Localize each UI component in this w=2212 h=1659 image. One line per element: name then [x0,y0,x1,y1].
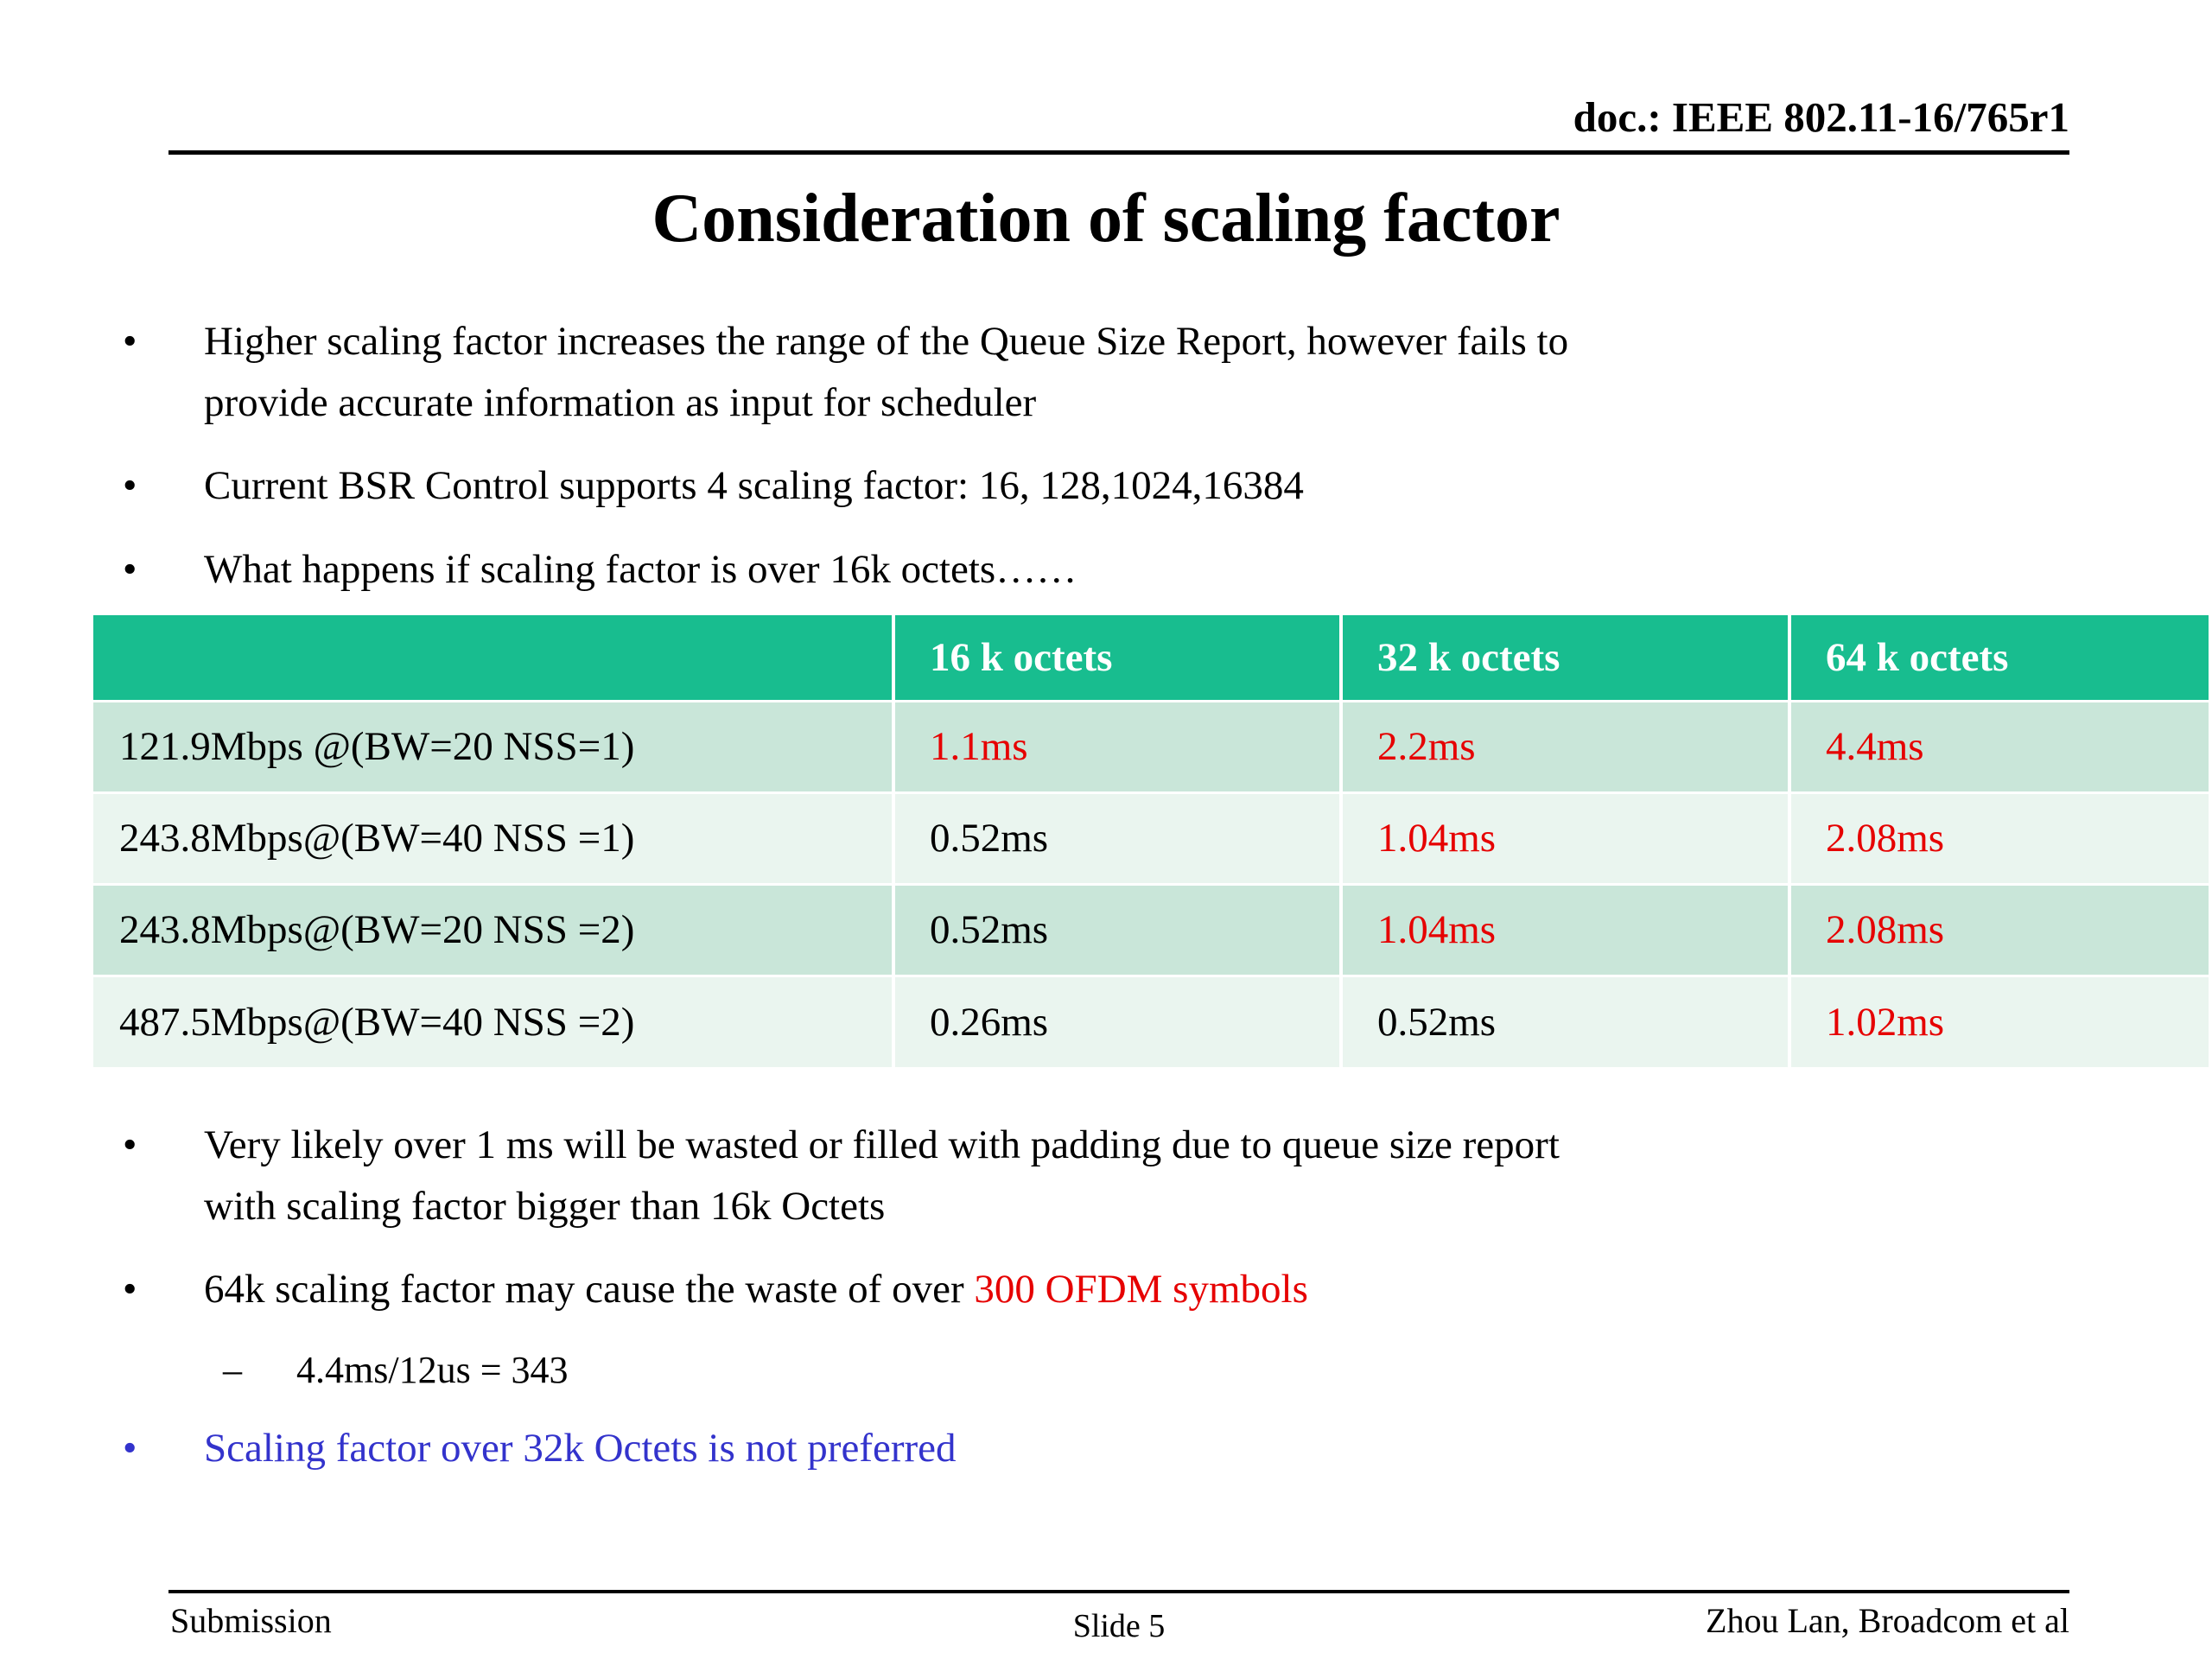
bullet-item: • Current BSR Control supports 4 scaling… [119,455,2133,517]
footer-slide-number: Slide 5 [1072,1608,1166,1644]
table-row: 243.8Mbps@(BW=40 NSS =1) 0.52ms 1.04ms 2… [93,792,2209,884]
bullet-marker: • [123,1122,137,1167]
bullet-item: • Higher scaling factor increases the ra… [119,311,2133,433]
table-header-cell-32k: 32 k octets [1339,615,1789,701]
table-row: 121.9Mbps @(BW=20 NSS=1) 1.1ms 2.2ms 4.4… [93,701,2209,792]
table-header-cell-blank [93,615,893,701]
table-cell: 1.02ms [1788,976,2209,1067]
bullet-text: Very likely over 1 ms will be wasted or … [204,1122,1560,1229]
table-cell: 2.08ms [1788,792,2209,884]
table-cell: 0.52ms [892,792,1341,884]
bullet-item: • What happens if scaling factor is over… [119,539,2133,601]
table-header-row: 16 k octets 32 k octets 64 k octets [93,615,2209,701]
row-label: 487.5Mbps@(BW=40 NSS =2) [93,976,893,1067]
footer-rule [168,1590,2069,1593]
bullet-item: • 64k scaling factor may cause the waste… [119,1259,2158,1320]
table-row: 243.8Mbps@(BW=20 NSS =2) 0.52ms 1.04ms 2… [93,884,2209,976]
table-header-cell-64k: 64 k octets [1788,615,2209,701]
row-label: 243.8Mbps@(BW=40 NSS =1) [93,792,893,884]
top-bullet-list: • Higher scaling factor increases the ra… [119,311,2133,622]
bullet-item: • Very likely over 1 ms will be wasted o… [119,1115,2158,1236]
table-cell: 1.04ms [1339,884,1789,976]
table-cell: 0.52ms [892,884,1341,976]
sub-bullet-item: – 4.4ms/12us = 343 [119,1343,2158,1398]
table-cell: 1.1ms [892,701,1341,792]
dash-marker: – [223,1348,242,1391]
table-cell: 0.26ms [892,976,1341,1067]
footer-author: Zhou Lan, Broadcom et al [1706,1601,2069,1640]
bullet-marker: • [123,463,137,508]
bottom-bullet-list: • Very likely over 1 ms will be wasted o… [119,1115,2158,1502]
bullet-marker: • [123,1267,137,1312]
bullet-text: 64k scaling factor may cause the waste o… [204,1267,975,1312]
bullet-marker: • [123,1426,137,1471]
bullet-text: Higher scaling factor increases the rang… [204,319,1569,425]
table-header-cell-16k: 16 k octets [892,615,1341,701]
table-cell: 2.08ms [1788,884,2209,976]
bullet-text-highlight: 300 OFDM symbols [974,1267,1308,1312]
footer: Submission Slide 5 Zhou Lan, Broadcom et… [168,1600,2069,1652]
scaling-factor-table: 16 k octets 32 k octets 64 k octets 121.… [93,615,2209,1067]
table-cell: 0.52ms [1339,976,1789,1067]
row-label: 121.9Mbps @(BW=20 NSS=1) [93,701,893,792]
bullet-item-conclusion: • Scaling factor over 32k Octets is not … [119,1418,2158,1479]
bullet-text: Current BSR Control supports 4 scaling f… [204,463,1304,508]
footer-submission: Submission [170,1601,332,1640]
bullet-marker: • [123,546,137,592]
sub-bullet-text: 4.4ms/12us = 343 [296,1348,569,1391]
row-label: 243.8Mbps@(BW=20 NSS =2) [93,884,893,976]
page-title: Consideration of scaling factor [652,181,1560,257]
table-cell: 1.04ms [1339,792,1789,884]
table-cell: 4.4ms [1788,701,2209,792]
bullet-text: Scaling factor over 32k Octets is not pr… [204,1426,957,1471]
bullet-marker: • [123,319,137,364]
doc-header: doc.: IEEE 802.11-16/765r1 [168,93,2069,156]
table-cell: 2.2ms [1339,701,1789,792]
table-row: 487.5Mbps@(BW=40 NSS =2) 0.26ms 0.52ms 1… [93,976,2209,1067]
doc-label: doc.: IEEE 802.11-16/765r1 [1573,93,2069,141]
bullet-text: What happens if scaling factor is over 1… [204,546,1077,592]
